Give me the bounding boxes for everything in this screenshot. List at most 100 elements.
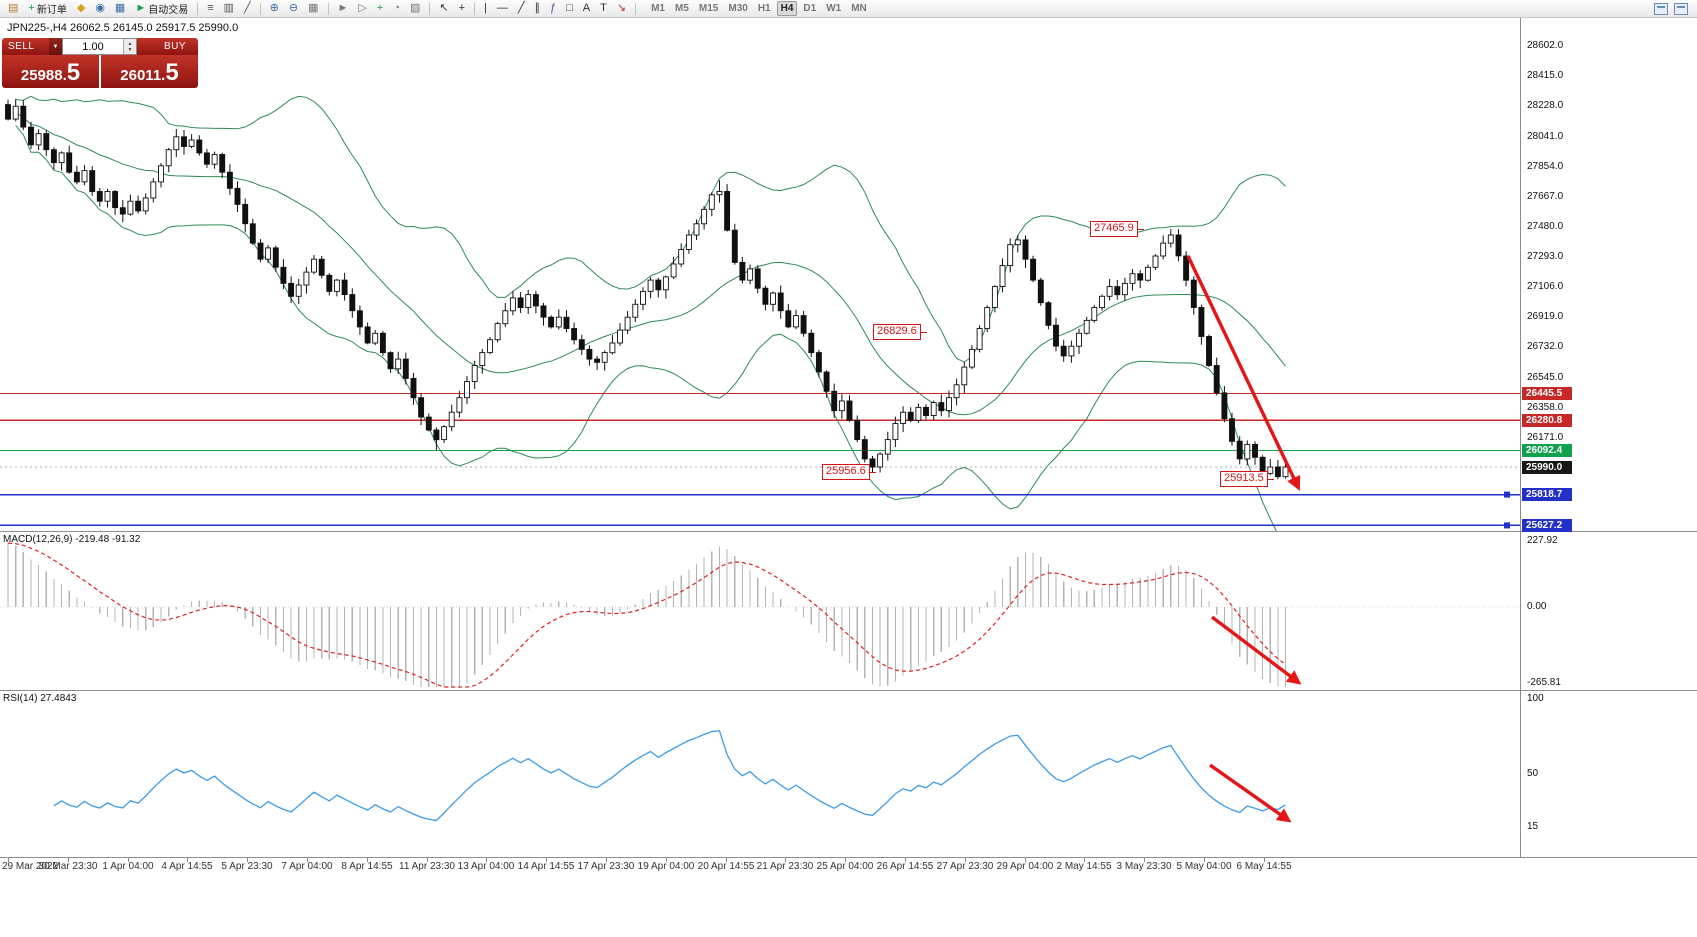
timeframe-d1-button[interactable]: D1 <box>803 3 817 14</box>
one-click-trading-widget: SELL ▼ ▲ ▼ BUY 25988.5 26011.5 <box>2 38 198 88</box>
trend-arrow[interactable] <box>1209 763 1292 823</box>
toolbar-separator <box>327 2 329 15</box>
candlestick-chart-icon[interactable]: ▥ <box>223 2 235 14</box>
rsi-scale-label: 15 <box>1527 821 1539 832</box>
rsi-indicator-label: RSI(14) 27.4843 <box>3 693 77 704</box>
timeframe-w1-button[interactable]: W1 <box>826 3 842 14</box>
channel-icon[interactable]: ∥ <box>534 2 541 14</box>
panel-separator[interactable] <box>0 531 1697 532</box>
zoom-in-icon[interactable]: ⊕ <box>269 2 279 14</box>
time-tick <box>68 858 69 862</box>
time-label: 1 Apr 04:00 <box>102 861 154 872</box>
time-label: 14 Apr 14:55 <box>517 861 575 872</box>
price-tick: 26545.0 <box>1527 372 1564 383</box>
rsi-panel-canvas[interactable] <box>0 691 1520 857</box>
crosshair-icon[interactable]: + <box>458 2 466 14</box>
templates-icon[interactable]: ▨ <box>409 2 421 14</box>
new-chart-icon[interactable]: ▤ <box>8 2 19 14</box>
buy-label: BUY <box>163 41 186 52</box>
tile-windows-icon[interactable]: ▦ <box>308 2 319 14</box>
navigator-icon[interactable]: ▦ <box>114 2 126 14</box>
sell-price[interactable]: 25988. 5 <box>2 55 99 88</box>
new-order-button[interactable]: + 新订单 <box>28 2 67 17</box>
toolbar-icons: ▤ + 新订单 ◆ ◉ ▦ ► 自动交易 ≡ ▥ ╱ ⊕ ⊖ ▦ ► ▷ + ◔ ▨ ↖ + | — ╱ ∥ ƒ □ A T ↘ <box>3 1 640 16</box>
price-tick: 28602.0 <box>1527 40 1564 51</box>
spinner-up-icon[interactable]: ▲ <box>127 40 133 47</box>
trend-arrow[interactable] <box>1186 255 1301 491</box>
price-marker: 26280.8 <box>1522 414 1572 427</box>
timeframe-m1-button[interactable]: M1 <box>651 3 665 14</box>
mini-window-icon[interactable] <box>1674 2 1688 15</box>
price-callout[interactable]: 26829.6 <box>873 324 927 340</box>
time-label: 3 May 23:30 <box>1116 861 1172 872</box>
arrows-icon[interactable]: ↘ <box>616 2 627 14</box>
price-tick: 26732.0 <box>1527 341 1564 352</box>
timeframe-m15-button[interactable]: M15 <box>698 3 719 14</box>
timeframe-m30-button[interactable]: M30 <box>728 3 748 14</box>
indicators-icon[interactable]: + <box>376 2 384 14</box>
bar-chart-icon[interactable]: ≡ <box>207 2 214 14</box>
shapes-icon[interactable]: □ <box>566 2 573 14</box>
panel-separator[interactable] <box>0 690 1697 691</box>
macd-panel-canvas[interactable] <box>0 532 1520 690</box>
timeframe-m5-button[interactable]: M5 <box>675 3 689 14</box>
macd-scale-label: -265.81 <box>1527 677 1561 688</box>
price-marker: 25627.2 <box>1522 519 1572 532</box>
period-icon[interactable]: ◔ <box>393 2 400 14</box>
auto-scroll-icon[interactable]: ► <box>337 2 349 14</box>
price-tick: 26358.0 <box>1527 402 1564 413</box>
price-axis-line <box>1520 18 1521 857</box>
timeframe-mn-button[interactable]: MN <box>851 3 867 14</box>
time-tick <box>845 858 846 862</box>
chart-ohlc-info: JPN225-,H4 26062.5 26145.0 25917.5 25990… <box>7 22 239 34</box>
time-tick <box>606 858 607 862</box>
sell-label: SELL <box>8 41 35 52</box>
time-label: 5 Apr 23:30 <box>221 861 273 872</box>
market-watch-icon[interactable]: ◉ <box>95 2 105 14</box>
text-icon[interactable]: A <box>582 2 591 14</box>
autotrading-button[interactable]: ► 自动交易 <box>135 2 189 17</box>
time-tick <box>726 858 727 862</box>
toolbar-separator <box>635 2 637 15</box>
buy-button[interactable]: BUY <box>137 38 198 55</box>
label-icon[interactable]: T <box>600 2 607 14</box>
time-label: 29 Mar 2022 <box>2 861 59 872</box>
buy-price[interactable]: 26011. 5 <box>101 55 198 88</box>
time-label: 13 Apr 04:00 <box>457 861 515 872</box>
time-tick <box>247 858 248 862</box>
volume-spinner[interactable]: ▲ ▼ <box>123 39 136 54</box>
cursor-icon[interactable]: ↖ <box>439 2 449 14</box>
spinner-down-icon[interactable]: ▼ <box>127 46 133 53</box>
trendline-icon[interactable]: ╱ <box>517 2 525 14</box>
sell-button[interactable]: SELL <box>2 38 62 55</box>
horizontal-line-icon[interactable]: — <box>496 2 508 14</box>
sell-caret-icon[interactable]: ▼ <box>49 38 62 55</box>
price-callout[interactable]: 27465.9 <box>1090 221 1144 237</box>
price-marker: 25818.7 <box>1522 488 1572 501</box>
line-chart-icon[interactable]: ╱ <box>244 2 251 14</box>
time-tick <box>128 858 129 862</box>
trend-arrow[interactable] <box>1210 615 1302 685</box>
time-axis-line <box>0 857 1697 858</box>
price-tick: 28041.0 <box>1527 131 1564 142</box>
toolbar-separator <box>197 2 199 15</box>
main-chart-canvas[interactable] <box>0 18 1520 531</box>
price-callout[interactable]: 25956.6 <box>822 464 876 480</box>
time-label: 2 May 14:55 <box>1056 861 1112 872</box>
volume-box: ▲ ▼ <box>62 38 137 55</box>
price-callout[interactable]: 25913.5 <box>1220 471 1274 487</box>
fibonacci-icon[interactable]: ƒ <box>550 2 557 14</box>
time-tick <box>546 858 547 862</box>
timeframe-h1-button[interactable]: H1 <box>757 3 771 14</box>
vertical-line-icon[interactable]: | <box>484 2 487 14</box>
timeframe-h4-button[interactable]: H4 <box>776 1 798 16</box>
expert-advisors-icon[interactable]: ◆ <box>76 2 86 14</box>
volume-input[interactable] <box>63 39 123 54</box>
price-marker: 25990.0 <box>1522 461 1572 474</box>
time-label: 20 Apr 14:55 <box>697 861 755 872</box>
chart-shift-icon[interactable]: ▷ <box>358 2 367 14</box>
time-tick <box>1264 858 1265 862</box>
time-label: 4 Apr 14:55 <box>161 861 213 872</box>
zoom-out-icon[interactable]: ⊖ <box>288 2 299 14</box>
mini-chart-icon[interactable] <box>1654 2 1668 15</box>
